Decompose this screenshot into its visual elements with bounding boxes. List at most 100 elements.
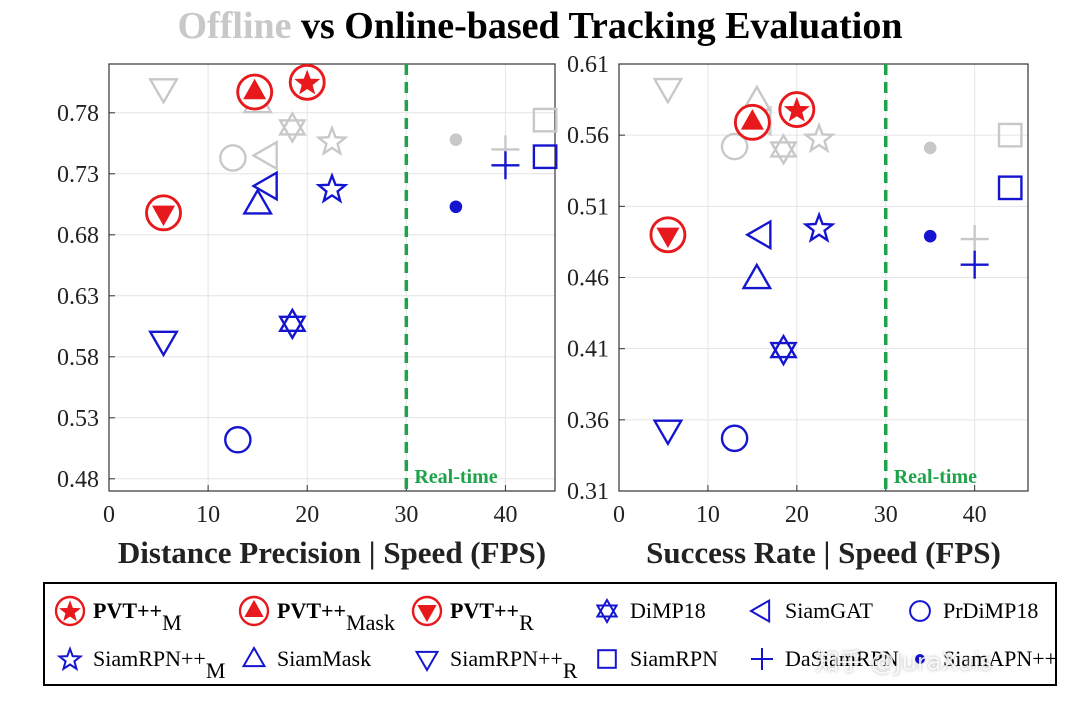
x-tick-label: 20: [295, 502, 319, 528]
scatter-plots: 0 10 20 30 40 0.48 0.53 0.58 0.63 0.68 0.73 0.78 Rea…: [57, 52, 1029, 570]
legend-label: SiamRPN++R: [450, 642, 578, 686]
legend-label-main: SiamAPN++: [943, 646, 1058, 671]
legend-label: SiamAPN++: [943, 642, 1057, 674]
plot-frame: [108, 63, 556, 492]
y-tick-label: 0.63: [57, 284, 99, 310]
realtime-label: Real-time: [894, 466, 977, 488]
square-icon: [597, 649, 617, 669]
point-pvt-mask: [236, 73, 274, 111]
legend-label-main: DaSiamRPN: [785, 646, 899, 671]
invtriangle-circle-icon: [411, 595, 443, 627]
point-siamrpn-r-offline: [652, 77, 684, 105]
legend-label: SiamMask: [277, 642, 371, 674]
legend-item-siamapn-: SiamAPN++: [903, 642, 1057, 676]
legend-label: SiamRPN++M: [93, 642, 225, 686]
point-pvt-r: [145, 194, 182, 232]
point-dimp18: [769, 333, 798, 367]
point-siamgat: [744, 219, 772, 251]
y-tick-label: 0.46: [567, 266, 609, 292]
point-dimp18: [278, 307, 307, 341]
legend-label: SiamRPN: [630, 642, 718, 674]
legend-label-main: PrDiMP18: [943, 598, 1039, 623]
point-prdimp18-offline: [219, 144, 247, 172]
y-tick-label: 0.56: [567, 123, 609, 149]
plus-icon: [751, 648, 773, 670]
legend-label: PVT++Mask: [277, 594, 395, 638]
legend-item-pvt-m: PVT++M: [53, 594, 182, 638]
y-tick-label: 0.48: [57, 467, 99, 493]
x-axis-label: Success Rate | Speed (FPS): [646, 535, 1001, 570]
y-tick-label: 0.68: [57, 223, 99, 249]
point-siamrpn-r: [652, 419, 684, 447]
legend-label-main: SiamRPN: [630, 646, 719, 671]
point-prdimp18-offline: [720, 132, 749, 161]
point-siamrpn: [997, 175, 1023, 201]
point-siammask: [741, 262, 773, 290]
legend-item-dasiamrpn: DaSiamRPN: [745, 642, 899, 676]
point-siamrpn-m: [802, 211, 836, 243]
star-circle-icon: [54, 595, 86, 627]
point-prdimp18: [720, 424, 749, 453]
point-siamrpn-r-offline: [148, 78, 179, 105]
x-tick-label: 10: [696, 502, 720, 528]
point-prdimp18: [224, 425, 252, 454]
y-tick-label: 0.61: [567, 52, 609, 78]
y-tick-label: 0.41: [567, 337, 609, 363]
point-dasiamrpn: [960, 250, 989, 279]
lefttriangle-icon: [748, 598, 771, 624]
y-tick-label: 0.53: [57, 406, 99, 432]
plot-1: 0 10 20 30 40 0.48 0.53 0.58 0.63 0.68 0.73 0.78 Rea…: [57, 63, 558, 570]
point-pvt-m: [288, 63, 326, 101]
point-pvt-mask: [733, 103, 771, 141]
y-tick-label: 0.73: [57, 162, 99, 188]
page-title: Offline vs Online-based Tracking Evaluat…: [0, 4, 1080, 48]
x-tick-label: 40: [493, 502, 517, 528]
legend-label-main: SiamMask: [277, 646, 372, 671]
point-siamgat: [251, 170, 278, 202]
legend-label-main: SiamGAT: [785, 598, 873, 623]
legend-label-main: SiamRPN++: [450, 646, 563, 671]
point-siamapn-offline: [923, 141, 937, 155]
triangle-circle-icon: [238, 595, 270, 627]
legend: PVT++M PVT++Mask PVT++R DiMP18 SiamGAT PrDiMP…: [43, 582, 1057, 686]
legend-item-siamrpn-m: SiamRPN++M: [53, 642, 225, 686]
point-dasiamrpn-offline: [960, 225, 989, 254]
watermark: 知乎 @JuraXuis: [815, 648, 993, 676]
x-tick-label: 10: [196, 502, 220, 528]
legend-label-main: PVT++: [450, 598, 520, 623]
y-tick-label: 0.58: [57, 345, 99, 371]
x-tick-label: 30: [394, 502, 418, 528]
legend-label-subscript: M: [205, 658, 226, 683]
point-dimp18-offline: [769, 133, 798, 166]
x-tick-label: 20: [785, 502, 809, 528]
legend-label-subscript: R: [562, 658, 578, 683]
legend-item-pvt-mask: PVT++Mask: [237, 594, 395, 638]
legend-label-subscript: R: [519, 610, 534, 635]
dot-icon: [915, 654, 925, 664]
y-tick-label: 0.36: [567, 408, 609, 434]
point-pvt-r: [649, 216, 687, 254]
legend-label: PVT++M: [93, 594, 182, 638]
point-dasiamrpn: [491, 151, 520, 180]
legend-label-main: DiMP18: [630, 598, 706, 623]
x-tick-label: 0: [613, 502, 625, 528]
y-tick-label: 0.31: [567, 479, 609, 505]
point-siamrpn-m-offline: [802, 121, 836, 154]
hexagram-icon: [595, 598, 619, 624]
legend-label-main: PVT++: [277, 598, 347, 623]
point-dimp18-offline: [278, 111, 307, 144]
point-siamrpn-m: [315, 172, 349, 204]
point-siamrpn: [532, 144, 558, 170]
point-siamapn-offline: [449, 133, 463, 146]
legend-label: DaSiamRPN: [785, 642, 899, 674]
point-siammask: [242, 187, 274, 215]
legend-item-siamrpn: SiamRPN: [590, 642, 718, 676]
legend-label: DiMP18: [630, 594, 706, 626]
title-offline-word: Offline: [177, 5, 292, 47]
point-siamrpn-r: [148, 330, 179, 358]
triangle-icon: [241, 645, 267, 668]
legend-item-siamgat: SiamGAT: [745, 594, 873, 628]
legend-item-prdimp18: PrDiMP18: [903, 594, 1038, 628]
y-tick-label: 0.78: [57, 101, 99, 127]
legend-label-main: SiamRPN++: [93, 646, 206, 671]
